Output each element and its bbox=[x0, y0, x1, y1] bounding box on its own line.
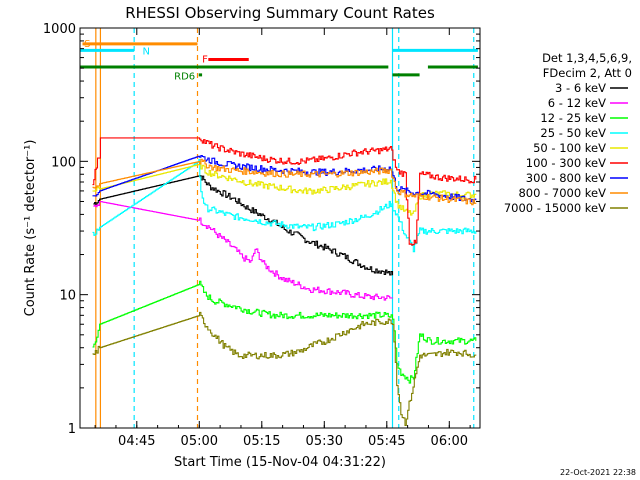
x-tick-label: 05:00 bbox=[181, 434, 218, 449]
legend-label-7000-15000-kev: 7000 - 15000 keV bbox=[504, 201, 606, 215]
legend-label-100-300-kev: 100 - 300 keV bbox=[526, 156, 606, 170]
series-line-100-300-kev bbox=[92, 137, 477, 246]
legend-label-3-6-kev: 3 - 6 keV bbox=[555, 81, 606, 95]
plot-frame bbox=[79, 27, 481, 429]
y-tick-label: 1 bbox=[68, 422, 76, 437]
series-line-800-7000-kev bbox=[92, 158, 477, 206]
flag-label: RD6 bbox=[174, 72, 195, 83]
legend-label-25-50-kev: 25 - 50 keV bbox=[540, 126, 606, 140]
series-line-25-50-kev bbox=[92, 158, 477, 253]
legend: Det 1,3,4,5,6,9,FDecim 2, Att 03 - 6 keV… bbox=[504, 51, 632, 215]
footer-timestamp: 22-Oct-2021 22:38 bbox=[560, 468, 636, 477]
legend-label-300-800-kev: 300 - 800 keV bbox=[526, 171, 606, 185]
legend-header: Det 1,3,4,5,6,9, bbox=[542, 51, 632, 65]
x-tick-label: 05:30 bbox=[306, 434, 343, 449]
axes: 04:45 05:00 05:15 05:30 05:45 06:00 1 10 100 1000 bbox=[43, 22, 480, 449]
series-line-50-100-kev bbox=[92, 160, 477, 216]
x-axis-label: Start Time (15-Nov-04 04:31:22) bbox=[174, 455, 386, 470]
y-axis-label: Count Rate (s⁻¹ detector⁻¹) bbox=[23, 140, 38, 317]
x-tick-label: 06:00 bbox=[431, 434, 468, 449]
legend-label-12-25-kev: 12 - 25 keV bbox=[540, 111, 606, 125]
chart-title: RHESSI Observing Summary Count Rates bbox=[125, 4, 435, 22]
flag-label: S bbox=[84, 39, 90, 50]
y-tick-label: 100 bbox=[51, 155, 76, 170]
flag-label: N bbox=[143, 46, 150, 57]
x-tick-label: 05:45 bbox=[368, 434, 405, 449]
legend-label-6-12-kev: 6 - 12 keV bbox=[548, 96, 606, 110]
flag-label: F bbox=[202, 55, 208, 66]
legend-header: FDecim 2, Att 0 bbox=[543, 66, 632, 80]
series-line-3-6-kev bbox=[93, 175, 394, 276]
x-tick-label: 05:15 bbox=[243, 434, 280, 449]
legend-label-50-100-kev: 50 - 100 keV bbox=[533, 141, 606, 155]
chart-overlays: S N F RD6 bbox=[80, 28, 478, 428]
x-tick-label: 04:45 bbox=[118, 434, 155, 449]
series-line-7000-15000-kev bbox=[92, 311, 477, 426]
series-line-6-12-kev bbox=[93, 200, 394, 301]
legend-label-800-7000-kev: 800 - 7000 keV bbox=[518, 186, 606, 200]
y-tick-label: 10 bbox=[59, 289, 76, 304]
y-tick-label: 1000 bbox=[43, 22, 76, 37]
series-line-12-25-kev bbox=[92, 280, 477, 384]
data-series bbox=[92, 137, 477, 426]
